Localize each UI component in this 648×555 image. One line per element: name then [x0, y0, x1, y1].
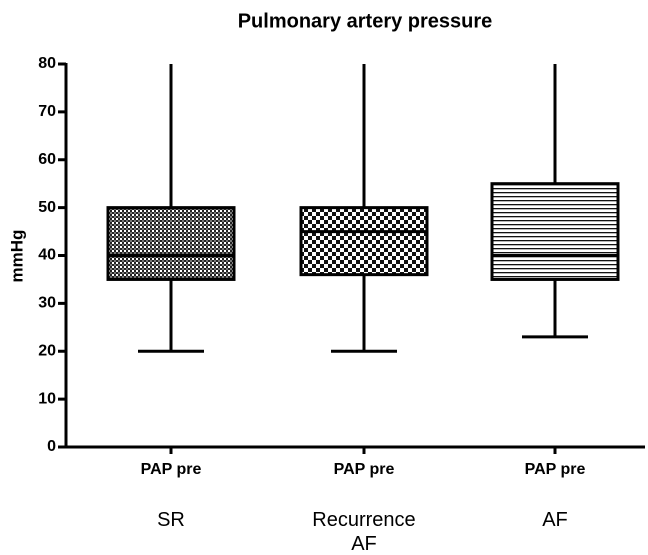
- y-tick-label: 40: [38, 247, 56, 264]
- y-tick-label: 60: [38, 151, 56, 168]
- group-label: Recurrence AF: [312, 509, 416, 555]
- box: [106, 206, 236, 281]
- x-tick-label: PAP pre: [525, 461, 586, 478]
- box: [299, 206, 429, 277]
- box: [490, 182, 620, 281]
- group-label: AF: [542, 509, 568, 531]
- y-axis-label: mmHg: [7, 230, 26, 283]
- y-tick-label: 0: [47, 438, 56, 455]
- y-tick-label: 10: [38, 390, 56, 407]
- y-tick-label: 70: [38, 103, 56, 120]
- x-tick-label: PAP pre: [334, 461, 395, 478]
- y-tick-label: 80: [38, 55, 56, 72]
- y-tick-label: 50: [38, 199, 56, 216]
- y-tick-label: 30: [38, 295, 56, 312]
- group-label: SR: [157, 509, 185, 531]
- x-tick-label: PAP pre: [141, 461, 202, 478]
- chart-title: Pulmonary artery pressure: [238, 10, 493, 32]
- y-tick-label: 20: [38, 342, 56, 359]
